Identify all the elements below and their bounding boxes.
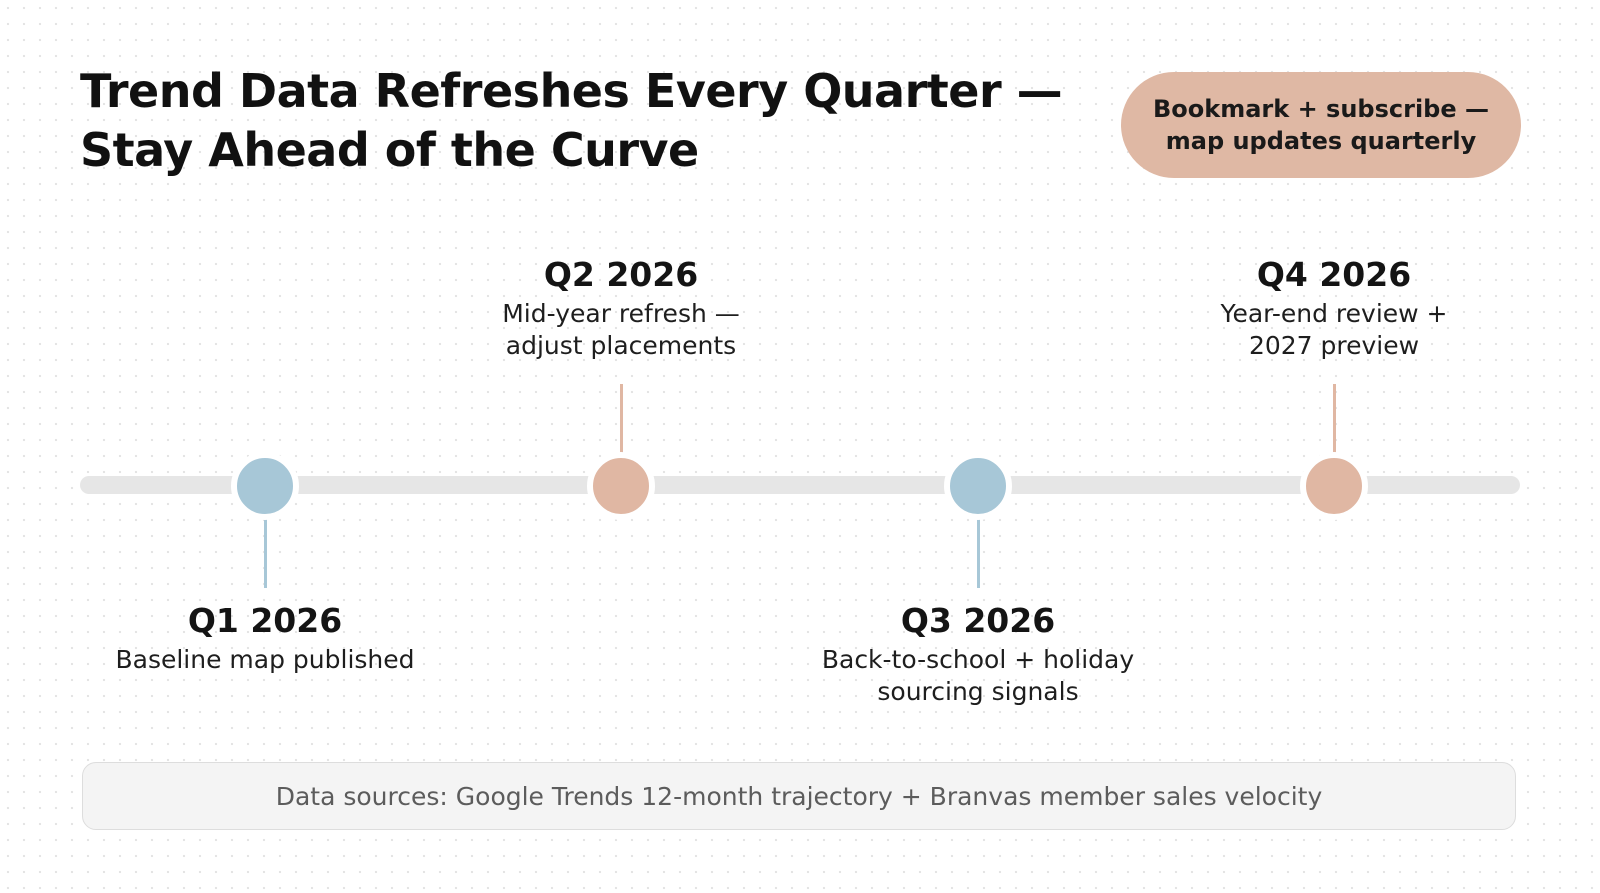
- milestone-q1-connector: [264, 512, 267, 588]
- milestone-q1-quarter: Q1 2026: [187, 601, 343, 640]
- milestone-q4-marker: [1300, 452, 1368, 520]
- subscribe-button-line-1: Bookmark + subscribe —: [1153, 95, 1489, 123]
- milestone-q2-description-line-2: adjust placements: [505, 331, 737, 360]
- milestone-q1-marker: [231, 452, 299, 520]
- milestone-q4-connector: [1333, 384, 1336, 460]
- milestone-q3-connector: [977, 512, 980, 588]
- milestone-q3-description-line-1: Back-to-school + holiday: [821, 645, 1135, 674]
- milestone-q3-marker: [944, 452, 1012, 520]
- subscribe-button-line-2: map updates quarterly: [1165, 127, 1477, 155]
- milestone-q1-description-line-1: Baseline map published: [115, 645, 415, 674]
- title-line-1: Trend Data Refreshes Every Quarter —: [80, 64, 1063, 118]
- milestone-q2-connector: [620, 384, 623, 460]
- milestone-q3: Q3 2026 Back-to-school + holiday sourcin…: [758, 600, 1198, 708]
- milestone-q4-description: Year-end review + 2027 preview: [1154, 298, 1514, 362]
- milestone-q2-description: Mid-year refresh — adjust placements: [441, 298, 801, 362]
- milestone-q2-description-line-1: Mid-year refresh —: [502, 299, 740, 328]
- milestone-q4: Q4 2026 Year-end review + 2027 preview: [1154, 254, 1514, 362]
- subscribe-button[interactable]: Bookmark + subscribe — map updates quart…: [1121, 72, 1521, 178]
- milestone-q2-marker: [587, 452, 655, 520]
- timeline-track: [80, 476, 1520, 494]
- milestone-q3-quarter: Q3 2026: [900, 601, 1056, 640]
- page-title: Trend Data Refreshes Every Quarter — Sta…: [80, 62, 1063, 180]
- milestone-q1: Q1 2026 Baseline map published: [85, 600, 445, 676]
- data-sources-note: Data sources: Google Trends 12-month tra…: [82, 762, 1516, 830]
- milestone-q4-quarter: Q4 2026: [1256, 255, 1412, 294]
- milestone-q1-description: Baseline map published: [85, 644, 445, 676]
- milestone-q3-description-line-2: sourcing signals: [877, 677, 1079, 706]
- milestone-q2: Q2 2026 Mid-year refresh — adjust placem…: [441, 254, 801, 362]
- milestone-q2-quarter: Q2 2026: [543, 255, 699, 294]
- milestone-q4-description-line-1: Year-end review +: [1220, 299, 1448, 328]
- title-line-2: Stay Ahead of the Curve: [80, 123, 699, 177]
- milestone-q4-description-line-2: 2027 preview: [1248, 331, 1420, 360]
- milestone-q3-description: Back-to-school + holiday sourcing signal…: [758, 644, 1198, 708]
